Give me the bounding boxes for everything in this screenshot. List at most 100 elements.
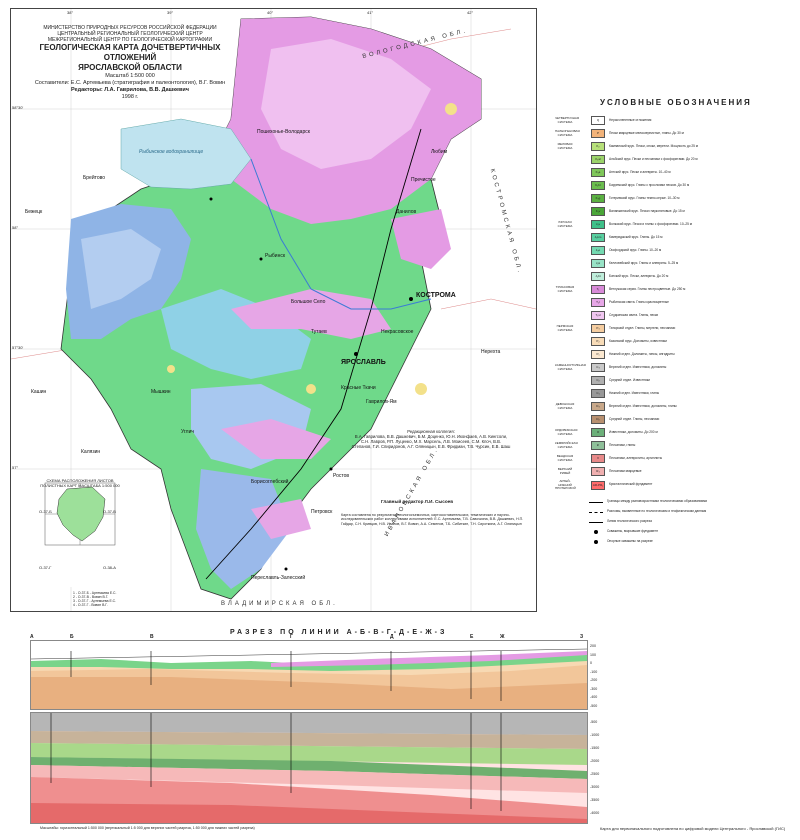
- map-year: 1998 г.: [121, 94, 139, 100]
- legend-description: Волжский ярус. Пески и глины с фосфорита…: [609, 221, 692, 226]
- legend-swatch: P₁: [591, 350, 605, 359]
- legend-description: Альбский ярус. Пески и песчаники с фосфо…: [609, 156, 698, 161]
- city-nerekhta: Нерехта: [481, 349, 501, 355]
- lon-label-2: 39°: [167, 10, 174, 15]
- legend-row: C₁ Нижний отдел. Известняки, глины: [555, 389, 795, 398]
- legend-swatch: K₁v: [591, 207, 605, 216]
- legend-symbol-text: Скважины, вскрывшие фундамент: [607, 529, 659, 534]
- lon-label-4: 41°: [367, 10, 374, 15]
- legend-row: D₂ Средний отдел. Глины, песчаники: [555, 415, 795, 424]
- reservoir-label: Рыбинское водохранилище: [139, 149, 204, 155]
- legend-system-label: АРХЕЙ-НИЖНИЙ ПРОТЕРОЗОЙ: [555, 479, 576, 490]
- legend-row: ВЕРХНИЙ РИФЕЙ R₃ Песчаники кварцевые: [555, 467, 795, 476]
- section-points: А Б В Г Д Е Ж З: [30, 634, 586, 642]
- lat-label-4: 57°: [12, 465, 19, 470]
- legend-description: Средний отдел. Известняки: [609, 377, 650, 382]
- rybinsk-reservoir: [120, 118, 252, 190]
- section-upper-canvas: [31, 641, 587, 709]
- lower-depth-5: -2500: [590, 772, 600, 776]
- legend-symbol-row: Опорные скважины на разрезе: [555, 539, 795, 545]
- city-bezhetsk: Бежецк: [25, 209, 43, 215]
- legend-swatch: J₂k: [591, 259, 605, 268]
- legend-title: УСЛОВНЫЕ ОБОЗНАЧЕНИЯ: [600, 98, 752, 107]
- legend-row: J₃km Кимериджский ярус. Глины. До 15 м: [555, 233, 795, 242]
- legend-row: K₁br Барремский ярус. Глины с прослоями п…: [555, 181, 795, 190]
- fault-icon: [589, 509, 603, 515]
- map-title-block: МИНИСТЕРСТВО ПРИРОДНЫХ РЕСУРСОВ РОССИЙСК…: [23, 25, 237, 101]
- legend-row: ПАЛЕОГЕНОВАЯ СИСТЕМА P Пески кварцевые мел…: [555, 129, 795, 138]
- legend-symbol-text: Опорные скважины на разрезе: [607, 539, 653, 544]
- legend-row: K₁a Аптский ярус. Пески и алевриты. 10–40…: [555, 168, 795, 177]
- borehole-deep-icon: [589, 529, 603, 535]
- legend-swatch: D₃: [591, 402, 605, 411]
- legend-description: Оксфордский ярус. Глины. 10–20 м: [609, 247, 662, 252]
- legend-symbol-row: Скважины, вскрывшие фундамент: [555, 529, 795, 535]
- legend-description: Слудкинская свита. Глины, пески: [609, 312, 659, 317]
- section-point-z: З: [580, 634, 584, 640]
- upper-depth-2: 100: [590, 652, 596, 657]
- lon-label-3: 40°: [267, 10, 274, 15]
- legend-system-label: ЮРСКАЯ СИСТЕМА: [557, 220, 573, 228]
- lat-label-1: 58°30': [12, 105, 24, 110]
- legend-swatch: C₂: [591, 376, 605, 385]
- legend-description: Готеривский ярус. Глины темно-серые. 10–…: [609, 195, 680, 200]
- section-lower-canvas: [31, 713, 587, 823]
- legend-swatch: T₁sl: [591, 311, 605, 320]
- legend-swatch: V: [591, 454, 605, 463]
- legend-description: Барремский ярус. Глины с прослоями песко…: [609, 182, 690, 187]
- legend-swatch: J₃o: [591, 246, 605, 255]
- legend-description: Нерасчлененные отложения: [609, 117, 652, 122]
- legend-row: P₂ Казанский ярус. Доломиты, известняки: [555, 337, 795, 346]
- legend-row: K₁v Валанжинский ярус. Пески глауконитовы…: [555, 207, 795, 216]
- legend-description: Казанский ярус. Доломиты, известняки: [609, 338, 667, 343]
- section-lower: [30, 712, 588, 824]
- lat-label-2: 58°: [12, 225, 19, 230]
- lower-depth-scale: -500 -1000 -1500 -2000 -2500 -3000 -3500…: [590, 716, 599, 820]
- legend-row: J₂k Келловейский ярус. Глины и алевриты. …: [555, 259, 795, 268]
- legend-symbol-text: Границы между разновозрастными геологиче…: [607, 499, 708, 504]
- city-rostov: Ростов: [333, 473, 350, 479]
- section-point-zh: Ж: [500, 634, 505, 640]
- lower-depth-1: -500: [590, 720, 598, 724]
- compilers-note: Карта составлена по результатам геологос…: [341, 513, 524, 526]
- editorial-board: Редакционная коллегия: В.А. Гаврилова, В…: [351, 429, 511, 449]
- legend-system-label: ПЕРМСКАЯ СИСТЕМА: [556, 324, 574, 332]
- inset-scheme: СХЕМА РАСПОЛОЖЕНИЯ ЛИСТОВ ПОЛИСТНЫХ КАРТ…: [37, 478, 123, 587]
- legend-swatch: D₂: [591, 415, 605, 424]
- legend-system-label: ПАЛЕОГЕНОВАЯ СИСТЕМА: [555, 129, 580, 137]
- legend-row: J₂bt Батский ярус. Пески, алевриты. До 20…: [555, 272, 795, 281]
- legend-description: Валанжинский ярус. Пески глауконитовые. …: [609, 208, 685, 213]
- legend-swatch: K₁br: [591, 181, 605, 190]
- inset-sheet-1: O-37-Б: [39, 509, 52, 514]
- lower-depth-3: -1500: [590, 746, 600, 750]
- legend-description: Верхний отдел. Известняки, доломиты: [609, 364, 667, 369]
- section-point-d: Д: [390, 634, 394, 640]
- city-rybinsk: Рыбинск: [265, 253, 286, 259]
- legend-row: J₃o Оксфордский ярус. Глины. 10–20 м: [555, 246, 795, 255]
- legend-row: КЕМБРИЙСКАЯ СИСТЕМА Є Песчаники, глины: [555, 441, 795, 450]
- borehole-icon: [589, 539, 603, 545]
- footnote: Карта для первоначального подготовлена п…: [600, 826, 786, 831]
- upper-depth-8: -500: [590, 703, 598, 708]
- legend-description: Кимериджский ярус. Глины. До 15 м: [609, 234, 663, 239]
- city-krasnye-tkachi: Красные Ткачи: [341, 385, 376, 391]
- section-point-e: Е: [470, 634, 474, 640]
- legend-swatch: P₃: [591, 324, 605, 333]
- ministry-line-1: МИНИСТЕРСТВО ПРИРОДНЫХ РЕСУРСОВ РОССИЙСК…: [43, 25, 217, 31]
- legend-swatch: J₃v: [591, 220, 605, 229]
- ministry-line-3: МЕЖРЕГИОНАЛЬНЫЙ ЦЕНТР ПО ГЕОЛОГИЧЕСКОЙ К…: [47, 37, 213, 43]
- section-point-a: А: [30, 634, 34, 640]
- legend-system-label: ОРДОВИКСКАЯ СИСТЕМА: [555, 428, 578, 436]
- lower-depth-6: -3000: [590, 785, 600, 789]
- section-point-b: Б: [70, 634, 74, 640]
- city-nekrasovskoe: Некрасовское: [381, 329, 414, 335]
- region-vladimir: ВЛАДИМИРСКАЯ ОБЛ.: [221, 601, 338, 607]
- legend-swatch: O: [591, 428, 605, 437]
- inset-note-1: 1 - O-37-Б - Артемьева Е.С.: [73, 591, 117, 595]
- legend-row: K₁g Готеривский ярус. Глины темно-серые. …: [555, 194, 795, 203]
- editors: Редакторы: Л.А. Гаврилова, В.В. Дашкевич: [71, 87, 189, 93]
- editorial-board-title: Редакционная коллегия:: [407, 429, 455, 434]
- legend-description: Песчаники кварцевые: [609, 468, 642, 473]
- legend-description: Верхний отдел. Известняки, доломиты, гли…: [609, 403, 677, 408]
- legend-swatch: C₃: [591, 363, 605, 372]
